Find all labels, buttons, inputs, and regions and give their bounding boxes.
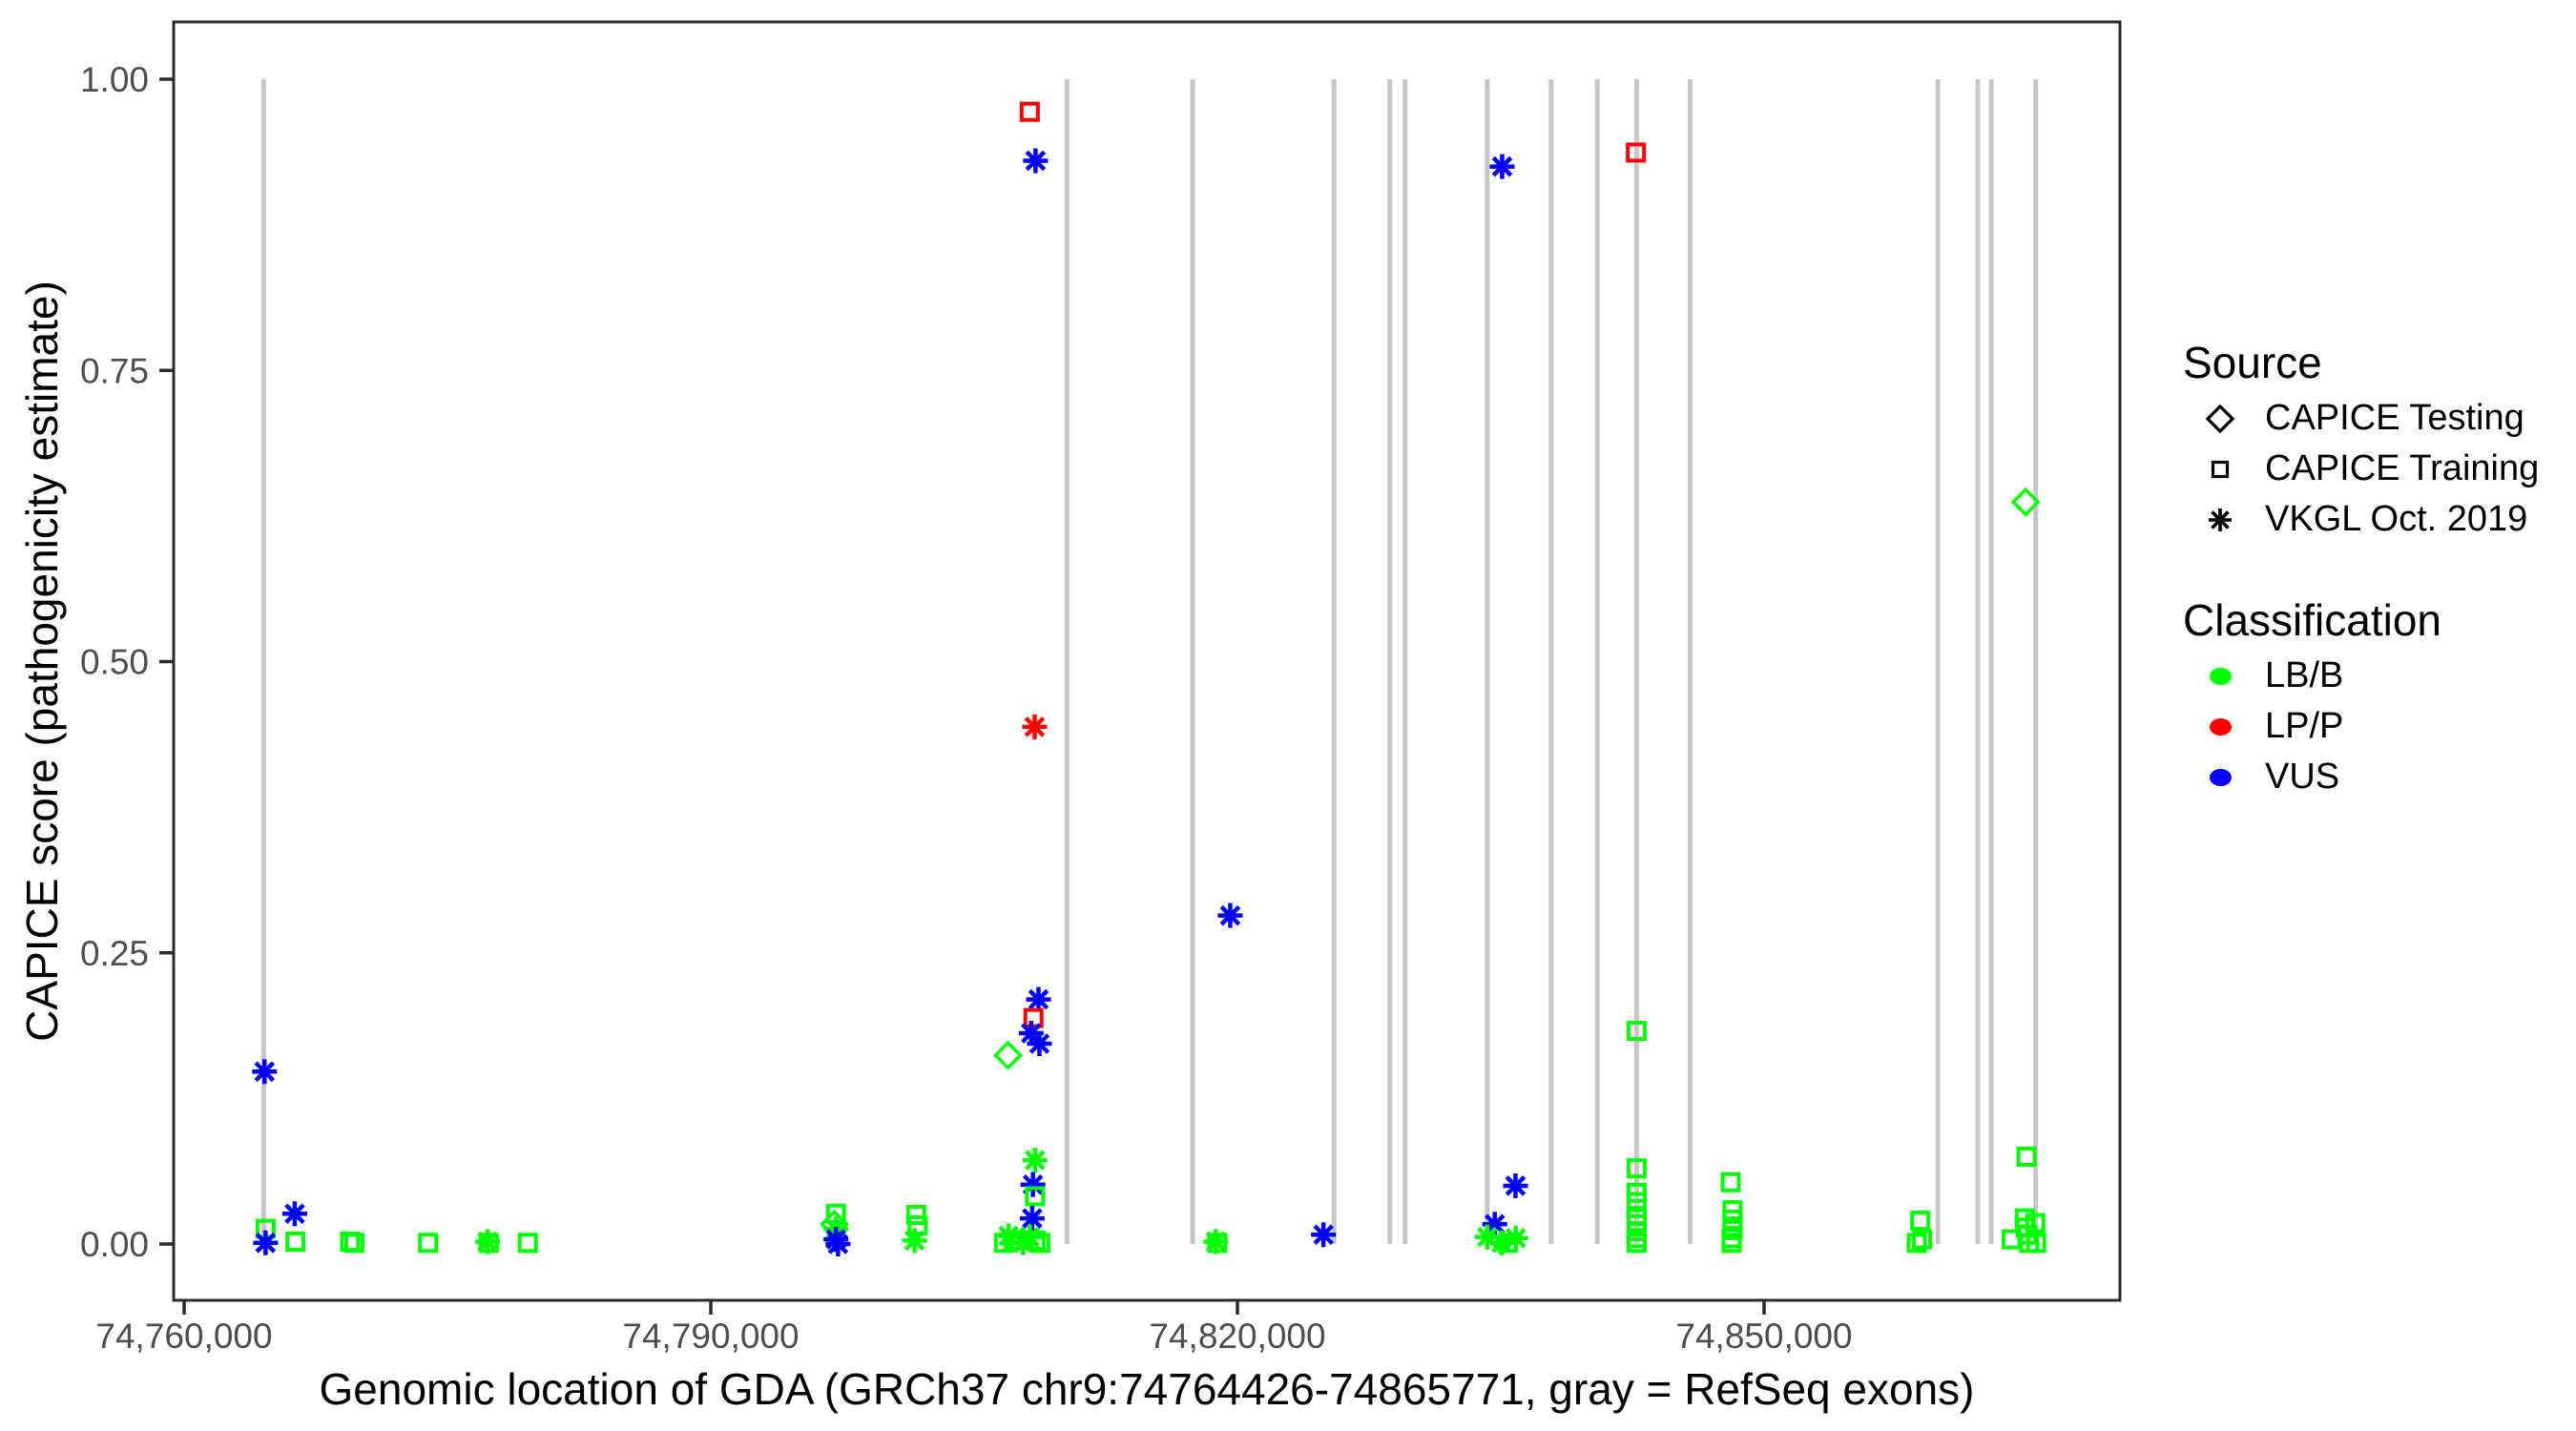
- data-point-square: [1720, 1172, 1741, 1192]
- data-point-square: [478, 1233, 499, 1254]
- data-point-asterisk: [902, 1228, 927, 1254]
- data-point-asterisk: [1311, 1222, 1337, 1248]
- data-point-square: [1626, 142, 1647, 163]
- y-tick-label: 1.00: [80, 60, 149, 99]
- data-point-square: [1019, 101, 1040, 122]
- data-point-square: [1497, 1233, 1518, 1254]
- legend-classification: Classification LB/B LP/P VUS: [2183, 595, 2441, 802]
- legend-item-lpp: LP/P: [2183, 701, 2441, 752]
- data-point-square: [1023, 1007, 1044, 1028]
- data-point-diamond: [2010, 487, 2041, 517]
- data-point-square: [1207, 1233, 1228, 1254]
- legend-item-label: LP/P: [2265, 706, 2344, 746]
- data-point-square: [905, 1204, 926, 1225]
- x-tick-label: 74,820,000: [1149, 1317, 1325, 1356]
- data-point-square: [343, 1233, 364, 1254]
- data-points: [252, 101, 2046, 1256]
- data-point-asterisk: [1022, 1148, 1048, 1173]
- data-point-square: [517, 1233, 538, 1254]
- data-point-square: [2016, 1146, 2037, 1167]
- lpp-dot-icon: [2183, 717, 2257, 736]
- data-point-asterisk: [1022, 714, 1048, 739]
- legend-item-lbb: LB/B: [2183, 651, 2441, 701]
- x-axis: 74,760,000 74,790,000 74,820,000 74,850,000: [95, 1300, 1853, 1356]
- lbb-dot-icon: [2183, 667, 2257, 685]
- data-point-asterisk: [1017, 1224, 1043, 1250]
- data-point-square: [1025, 1230, 1046, 1251]
- y-tick-label: 0.75: [80, 351, 149, 390]
- data-point-square: [1722, 1209, 1743, 1230]
- vus-dot-icon: [2183, 768, 2257, 786]
- data-point-asterisk: [1217, 902, 1243, 928]
- legend-item-vus: VUS: [2183, 752, 2441, 802]
- asterisk-icon: [2183, 501, 2257, 539]
- y-tick-label: 0.50: [80, 643, 149, 682]
- legend-item-label: CAPICE Testing: [2265, 398, 2524, 438]
- data-point-asterisk: [1018, 1021, 1044, 1046]
- data-point-square: [2025, 1213, 2046, 1234]
- legend-source-title: Source: [2183, 338, 2322, 387]
- data-point-square: [1910, 1211, 1931, 1232]
- x-tick-label: 74,760,000: [95, 1317, 272, 1356]
- data-point-asterisk: [475, 1229, 501, 1255]
- data-point-square: [1626, 1021, 1647, 1042]
- panel-border: [172, 20, 2122, 1302]
- legend-item-capice-testing: CAPICE Testing: [2183, 393, 2539, 444]
- y-axis: 0.00 0.25 0.50 0.75 1.00: [80, 60, 174, 1264]
- legend-classification-title: Classification: [2183, 595, 2441, 645]
- data-point-square: [1626, 1192, 1647, 1213]
- data-point-asterisk: [1474, 1224, 1500, 1250]
- square-icon: [2183, 452, 2257, 487]
- data-point-square: [1025, 1186, 1046, 1207]
- y-axis-title: CAPICE score (pathogenicity estimate): [17, 280, 67, 1042]
- diamond-icon: [2183, 402, 2257, 436]
- data-point-square: [2025, 1233, 2046, 1254]
- data-point-square: [1626, 1158, 1647, 1179]
- data-point-asterisk: [825, 1232, 851, 1256]
- data-point-asterisk: [252, 1059, 278, 1085]
- data-point-asterisk: [253, 1230, 279, 1255]
- data-point-square: [1906, 1233, 1927, 1254]
- legend-item-capice-training: CAPICE Training: [2183, 444, 2539, 494]
- x-tick-label: 74,790,000: [622, 1317, 799, 1356]
- data-point-square: [418, 1233, 439, 1254]
- data-point-asterisk: [1023, 148, 1049, 174]
- data-point-diamond: [993, 1040, 1023, 1070]
- data-point-asterisk: [1019, 1206, 1045, 1232]
- exon-lines: [260, 79, 2039, 1244]
- data-point-square: [285, 1232, 306, 1253]
- data-point-asterisk: [1503, 1172, 1528, 1198]
- y-tick-label: 0.25: [80, 934, 149, 973]
- data-point-square: [1029, 1233, 1050, 1254]
- data-point-asterisk: [1489, 154, 1515, 179]
- data-point-square: [907, 1214, 928, 1235]
- x-axis-title: Genomic location of GDA (GRCh37 chr9:747…: [319, 1364, 1975, 1414]
- legend-item-label: VKGL Oct. 2019: [2265, 499, 2528, 539]
- data-point-square: [1721, 1233, 1742, 1254]
- data-point-asterisk: [281, 1201, 307, 1227]
- data-point-asterisk: [1027, 1030, 1052, 1056]
- legend-item-vkgl: VKGL Oct. 2019: [2183, 494, 2539, 545]
- legend-source: Source CAPICE Testing CAPICE Training VK…: [2183, 338, 2539, 545]
- legend-item-label: CAPICE Training: [2265, 448, 2540, 488]
- data-point-asterisk: [1020, 1172, 1046, 1197]
- data-point-square: [1626, 1233, 1647, 1254]
- legend-item-label: VUS: [2265, 757, 2340, 797]
- data-point-asterisk: [1482, 1212, 1507, 1237]
- data-point-asterisk: [1203, 1229, 1229, 1255]
- y-tick-label: 0.00: [80, 1225, 149, 1264]
- x-tick-label: 74,850,000: [1675, 1317, 1852, 1356]
- data-point-asterisk: [1488, 1230, 1514, 1255]
- data-point-asterisk: [1026, 986, 1051, 1012]
- data-point-square: [1912, 1229, 1933, 1250]
- legend-item-label: LB/B: [2265, 655, 2344, 695]
